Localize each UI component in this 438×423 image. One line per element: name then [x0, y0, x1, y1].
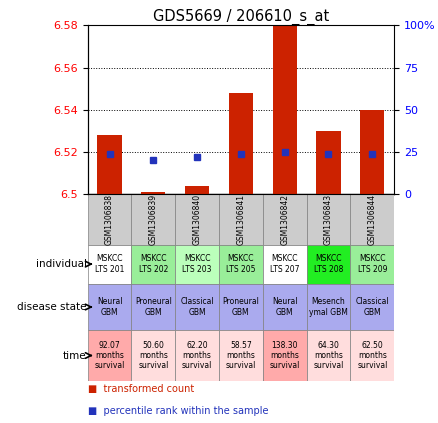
Text: 92.07
months
survival: 92.07 months survival: [94, 341, 125, 371]
Bar: [131, 330, 175, 381]
Bar: [219, 194, 263, 244]
Bar: [131, 284, 175, 330]
Bar: [316, 131, 340, 194]
Bar: [307, 194, 350, 244]
Bar: [141, 192, 166, 194]
Text: 62.20
months
survival: 62.20 months survival: [182, 341, 212, 371]
Text: GSM1306841: GSM1306841: [237, 194, 245, 245]
Text: MSKCC
LTS 208: MSKCC LTS 208: [314, 254, 343, 274]
Bar: [229, 93, 253, 194]
Text: time: time: [63, 351, 87, 360]
Bar: [175, 194, 219, 244]
Text: 62.50
months
survival: 62.50 months survival: [357, 341, 388, 371]
Bar: [272, 21, 297, 194]
Text: MSKCC
LTS 203: MSKCC LTS 203: [182, 254, 212, 274]
Bar: [131, 194, 175, 244]
Bar: [307, 244, 350, 284]
Text: 138.30
months
survival: 138.30 months survival: [269, 341, 300, 371]
Bar: [88, 330, 131, 381]
Bar: [219, 244, 263, 284]
Bar: [175, 244, 219, 284]
Text: individual: individual: [36, 259, 87, 269]
Bar: [350, 194, 394, 244]
Bar: [131, 244, 175, 284]
Text: 50.60
months
survival: 50.60 months survival: [138, 341, 169, 371]
Bar: [263, 194, 307, 244]
Bar: [360, 110, 384, 194]
Title: GDS5669 / 206610_s_at: GDS5669 / 206610_s_at: [153, 9, 329, 25]
Text: MSKCC
LTS 202: MSKCC LTS 202: [138, 254, 168, 274]
Bar: [185, 186, 209, 194]
Bar: [175, 330, 219, 381]
Text: MSKCC
LTS 207: MSKCC LTS 207: [270, 254, 300, 274]
Text: GSM1306844: GSM1306844: [368, 194, 377, 245]
Text: GSM1306843: GSM1306843: [324, 194, 333, 245]
Bar: [175, 284, 219, 330]
Bar: [263, 244, 307, 284]
Bar: [88, 244, 131, 284]
Text: Classical
GBM: Classical GBM: [356, 297, 389, 317]
Text: MSKCC
LTS 209: MSKCC LTS 209: [357, 254, 387, 274]
Bar: [307, 330, 350, 381]
Bar: [350, 284, 394, 330]
Text: Classical
GBM: Classical GBM: [180, 297, 214, 317]
Bar: [263, 284, 307, 330]
Text: 58.57
months
survival: 58.57 months survival: [226, 341, 256, 371]
Text: Mesench
ymal GBM: Mesench ymal GBM: [309, 297, 348, 317]
Bar: [350, 330, 394, 381]
Text: Proneural
GBM: Proneural GBM: [223, 297, 259, 317]
Text: GSM1306842: GSM1306842: [280, 194, 289, 245]
Text: MSKCC
LTS 201: MSKCC LTS 201: [95, 254, 124, 274]
Text: ■  transformed count: ■ transformed count: [88, 384, 194, 394]
Text: GSM1306838: GSM1306838: [105, 194, 114, 245]
Text: MSKCC
LTS 205: MSKCC LTS 205: [226, 254, 256, 274]
Bar: [88, 194, 131, 244]
Text: ■  percentile rank within the sample: ■ percentile rank within the sample: [88, 406, 268, 416]
Bar: [88, 284, 131, 330]
Text: Neural
GBM: Neural GBM: [97, 297, 122, 317]
Text: 64.30
months
survival: 64.30 months survival: [313, 341, 344, 371]
Text: GSM1306840: GSM1306840: [193, 194, 201, 245]
Text: GSM1306839: GSM1306839: [149, 194, 158, 245]
Bar: [263, 330, 307, 381]
Bar: [219, 330, 263, 381]
Text: Proneural
GBM: Proneural GBM: [135, 297, 172, 317]
Bar: [219, 284, 263, 330]
Text: disease state: disease state: [17, 302, 87, 312]
Bar: [97, 135, 121, 194]
Text: Neural
GBM: Neural GBM: [272, 297, 297, 317]
Bar: [307, 284, 350, 330]
Bar: [350, 244, 394, 284]
